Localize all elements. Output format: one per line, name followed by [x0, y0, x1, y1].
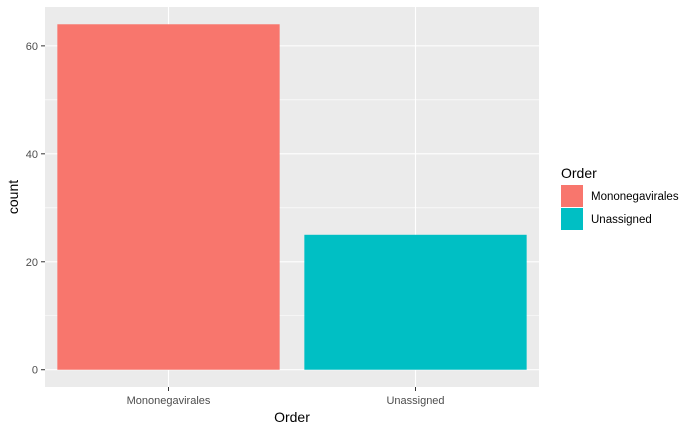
legend-label: Unassigned	[591, 214, 652, 226]
bar-unassigned	[304, 234, 527, 370]
y-tick-label: 20	[26, 257, 38, 269]
y-axis-title: count	[5, 180, 21, 214]
legend: Order Mononegavirales Unassigned	[561, 165, 679, 230]
legend-label: Mononegavirales	[591, 191, 679, 203]
y-axis: 0 20 40 60	[26, 41, 45, 377]
x-axis: Mononegavirales Unassigned	[127, 387, 445, 407]
x-tick-label: Mononegavirales	[127, 395, 211, 407]
bar-mononegavirales	[57, 24, 280, 370]
x-axis-title: Order	[274, 409, 310, 425]
y-tick-label: 0	[32, 365, 38, 377]
legend-key	[561, 208, 583, 230]
bars	[57, 24, 527, 370]
x-tick-label: Unassigned	[386, 395, 444, 407]
y-tick-label: 60	[26, 41, 38, 53]
y-tick-label: 40	[26, 149, 38, 161]
legend-key	[561, 185, 583, 207]
legend-title: Order	[561, 165, 597, 181]
